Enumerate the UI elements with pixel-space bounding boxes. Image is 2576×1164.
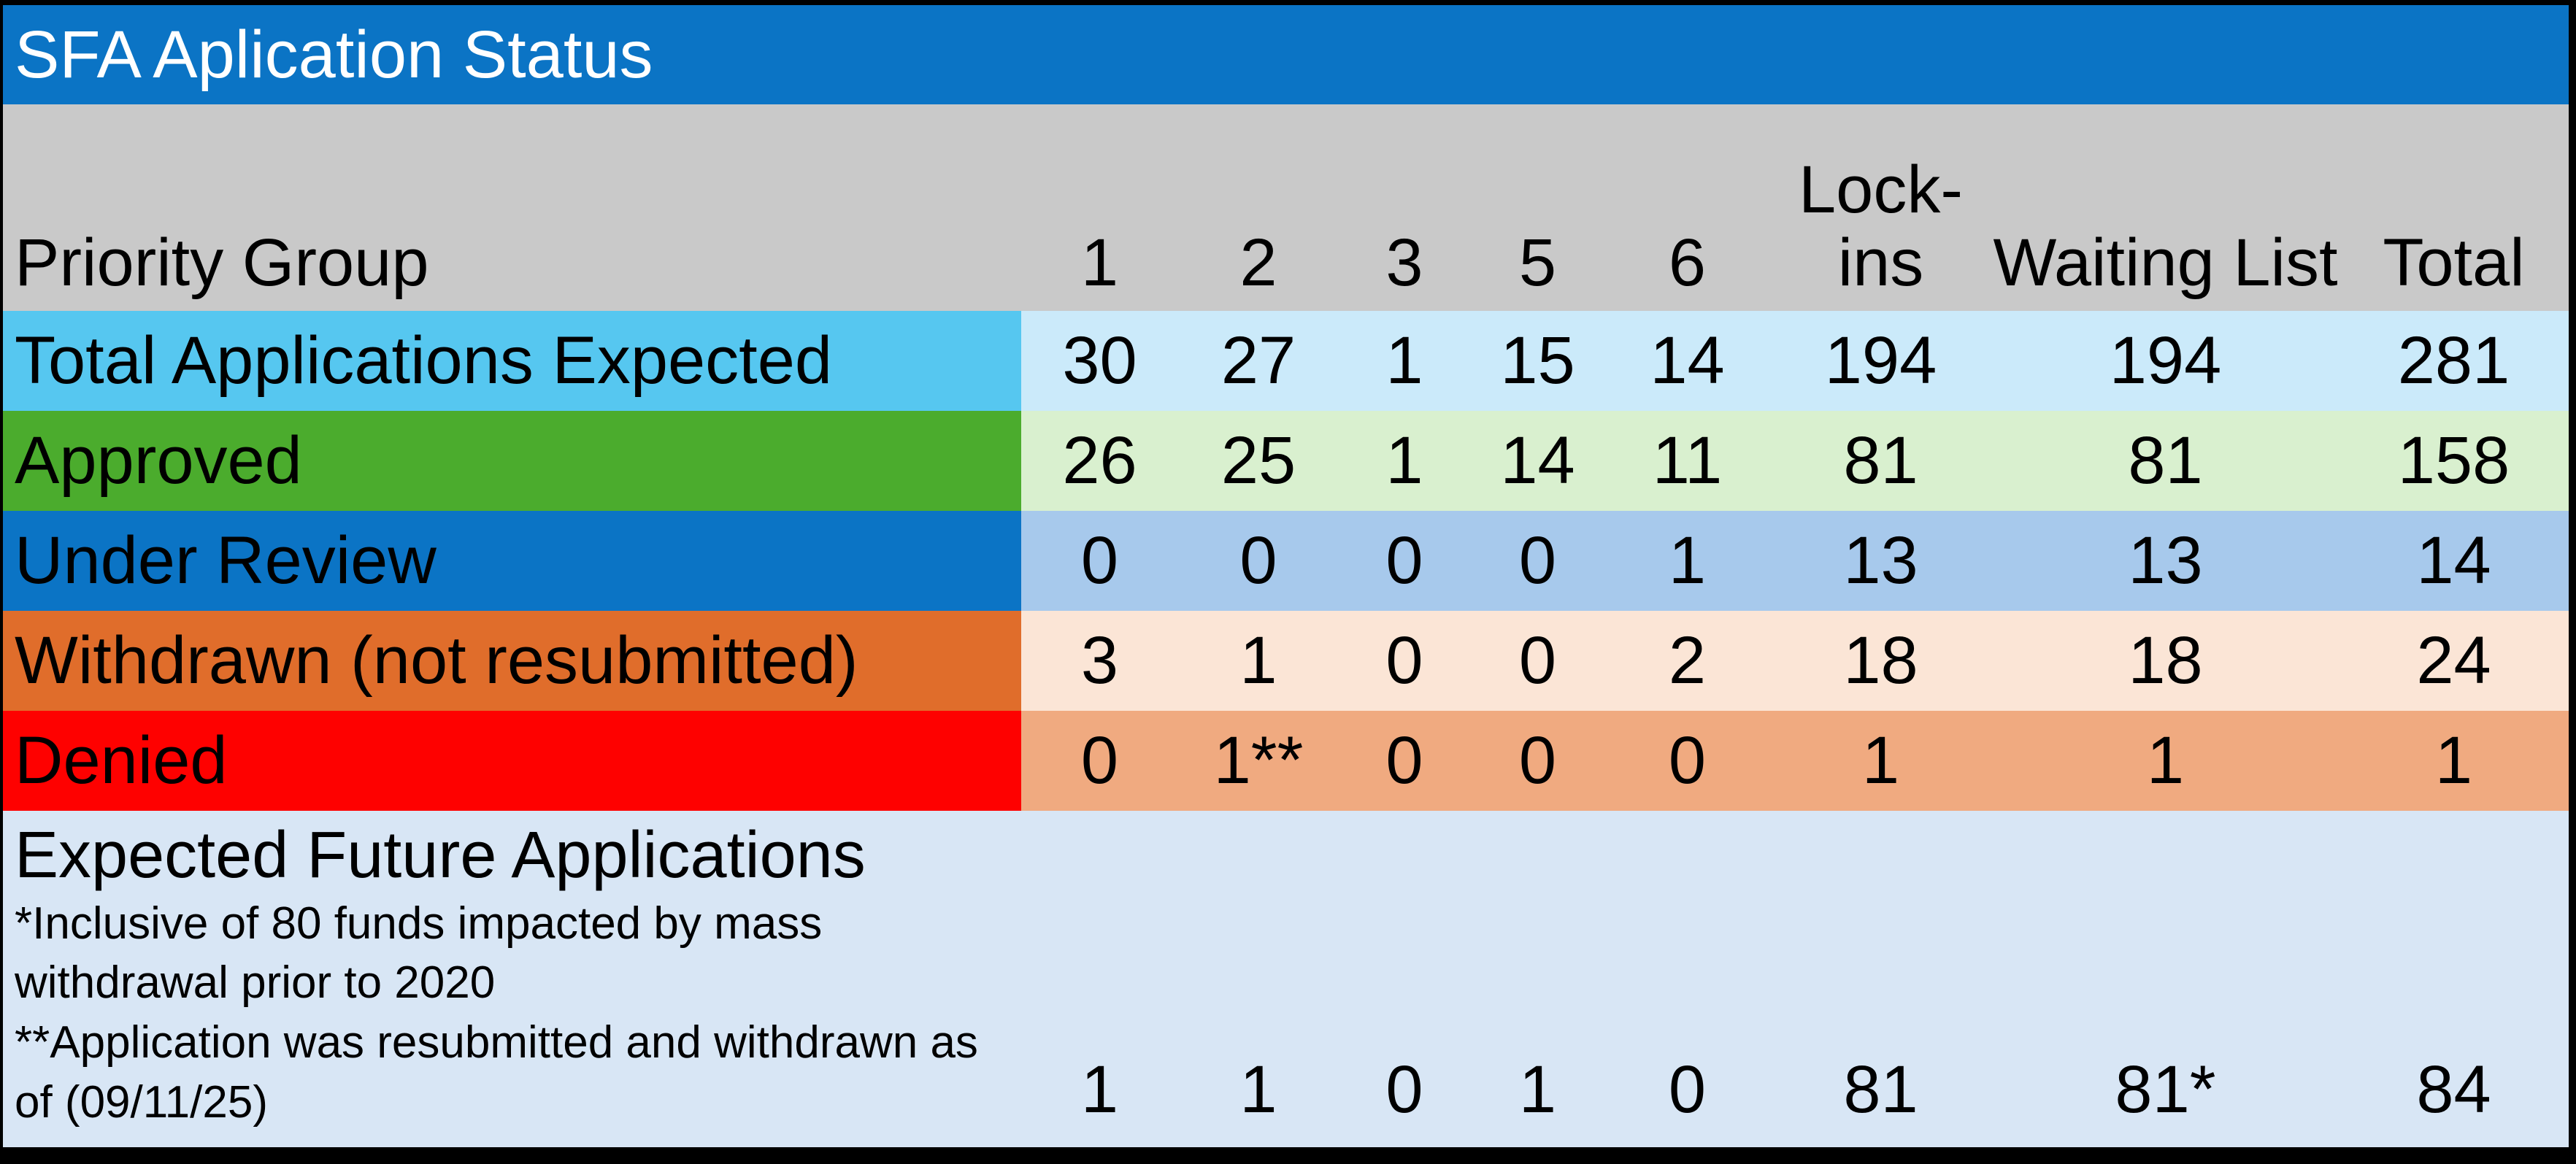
data-cell: 30 xyxy=(1021,311,1178,411)
data-cell: 13 xyxy=(1992,511,2339,611)
table-content: SFA Aplication Status Priority Group 1 2… xyxy=(3,5,2569,1147)
title-banner: SFA Aplication Status xyxy=(3,5,2569,104)
data-cell: 81 xyxy=(1992,411,2339,511)
data-cell: 1 xyxy=(1178,811,1339,1147)
data-cell: 1 xyxy=(1605,511,1769,611)
data-cell: 194 xyxy=(1992,311,2339,411)
data-cell: 81* xyxy=(1992,811,2339,1147)
data-cell: 0 xyxy=(1339,711,1470,811)
sfa-status-table: Priority Group 1 2 3 5 6 Lock-ins Waitin… xyxy=(3,104,2569,1147)
data-cell: 25 xyxy=(1178,411,1339,511)
data-cell: 0 xyxy=(1470,711,1605,811)
column-header-total: Total xyxy=(2339,104,2569,311)
table-row-denied: Denied 0 1** 0 0 0 1 1 1 xyxy=(3,711,2569,811)
column-header-1: 1 xyxy=(1021,104,1178,311)
data-cell: 81 xyxy=(1769,811,1992,1147)
row-label: Denied xyxy=(3,711,1021,811)
data-cell: 11 xyxy=(1605,411,1769,511)
row-label: Approved xyxy=(3,411,1021,511)
footnote-double-asterisk: **Application was resubmitted and withdr… xyxy=(15,1017,978,1128)
data-cell: 1 xyxy=(1339,411,1470,511)
column-header-6: 6 xyxy=(1605,104,1769,311)
future-section-title: Expected Future Applications xyxy=(15,819,866,892)
table-row-expected-future-applications: Expected Future Applications *Inclusive … xyxy=(3,811,2569,1147)
row-label: Under Review xyxy=(3,511,1021,611)
column-header-5: 5 xyxy=(1470,104,1605,311)
data-cell: 3 xyxy=(1021,611,1178,711)
data-cell: 158 xyxy=(2339,411,2569,511)
data-cell: 1** xyxy=(1178,711,1339,811)
data-cell: 0 xyxy=(1470,511,1605,611)
data-cell: 24 xyxy=(2339,611,2569,711)
data-cell: 0 xyxy=(1021,511,1178,611)
data-cell: 14 xyxy=(2339,511,2569,611)
column-header-row: Priority Group 1 2 3 5 6 Lock-ins Waitin… xyxy=(3,104,2569,311)
data-cell: 1 xyxy=(1339,311,1470,411)
data-cell: 0 xyxy=(1021,711,1178,811)
table-row-under-review: Under Review 0 0 0 0 1 13 13 14 xyxy=(3,511,2569,611)
data-cell: 1 xyxy=(2339,711,2569,811)
data-cell: 27 xyxy=(1178,311,1339,411)
data-cell: 0 xyxy=(1605,811,1769,1147)
data-cell: 0 xyxy=(1178,511,1339,611)
table-row-withdrawn: Withdrawn (not resubmitted) 3 1 0 0 2 18… xyxy=(3,611,2569,711)
data-cell: 194 xyxy=(1769,311,1992,411)
data-cell: 26 xyxy=(1021,411,1178,511)
column-header-waiting-list: Waiting List xyxy=(1992,104,2339,311)
row-label: Total Applications Expected xyxy=(3,311,1021,411)
data-cell: 0 xyxy=(1339,811,1470,1147)
future-label-cell: Expected Future Applications *Inclusive … xyxy=(3,811,1021,1147)
data-cell: 84 xyxy=(2339,811,2569,1147)
page-title: SFA Aplication Status xyxy=(15,18,653,92)
data-cell: 15 xyxy=(1470,311,1605,411)
row-label: Withdrawn (not resubmitted) xyxy=(3,611,1021,711)
data-cell: 14 xyxy=(1470,411,1605,511)
data-cell: 0 xyxy=(1339,511,1470,611)
column-header-priority-group: Priority Group xyxy=(3,104,1021,311)
data-cell: 1 xyxy=(1470,811,1605,1147)
data-cell: 0 xyxy=(1470,611,1605,711)
data-cell: 0 xyxy=(1605,711,1769,811)
column-header-lock-ins: Lock-ins xyxy=(1769,104,1992,311)
data-cell: 2 xyxy=(1605,611,1769,711)
data-cell: 0 xyxy=(1339,611,1470,711)
footnote-single-asterisk: *Inclusive of 80 funds impacted by mass … xyxy=(15,898,823,1009)
data-cell: 1 xyxy=(1769,711,1992,811)
column-header-2: 2 xyxy=(1178,104,1339,311)
data-cell: 1 xyxy=(1178,611,1339,711)
data-cell: 14 xyxy=(1605,311,1769,411)
table-row-total-applications-expected: Total Applications Expected 30 27 1 15 1… xyxy=(3,311,2569,411)
column-header-3: 3 xyxy=(1339,104,1470,311)
table-row-approved: Approved 26 25 1 14 11 81 81 158 xyxy=(3,411,2569,511)
data-cell: 18 xyxy=(1992,611,2339,711)
data-cell: 1 xyxy=(1992,711,2339,811)
data-cell: 281 xyxy=(2339,311,2569,411)
data-cell: 1 xyxy=(1021,811,1178,1147)
data-cell: 13 xyxy=(1769,511,1992,611)
data-cell: 81 xyxy=(1769,411,1992,511)
data-cell: 18 xyxy=(1769,611,1992,711)
